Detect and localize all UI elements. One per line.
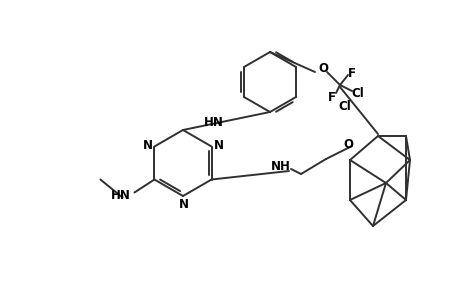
Text: Cl: Cl (351, 86, 364, 100)
Text: F: F (327, 91, 335, 103)
Text: Cl: Cl (338, 100, 351, 113)
Text: NH: NH (270, 160, 290, 172)
Text: N: N (213, 139, 223, 152)
Text: HN: HN (110, 189, 130, 202)
Text: N: N (142, 139, 152, 152)
Text: F: F (347, 67, 355, 80)
Text: O: O (342, 137, 352, 151)
Text: O: O (317, 61, 327, 74)
Text: HN: HN (203, 116, 223, 130)
Text: N: N (179, 199, 189, 212)
